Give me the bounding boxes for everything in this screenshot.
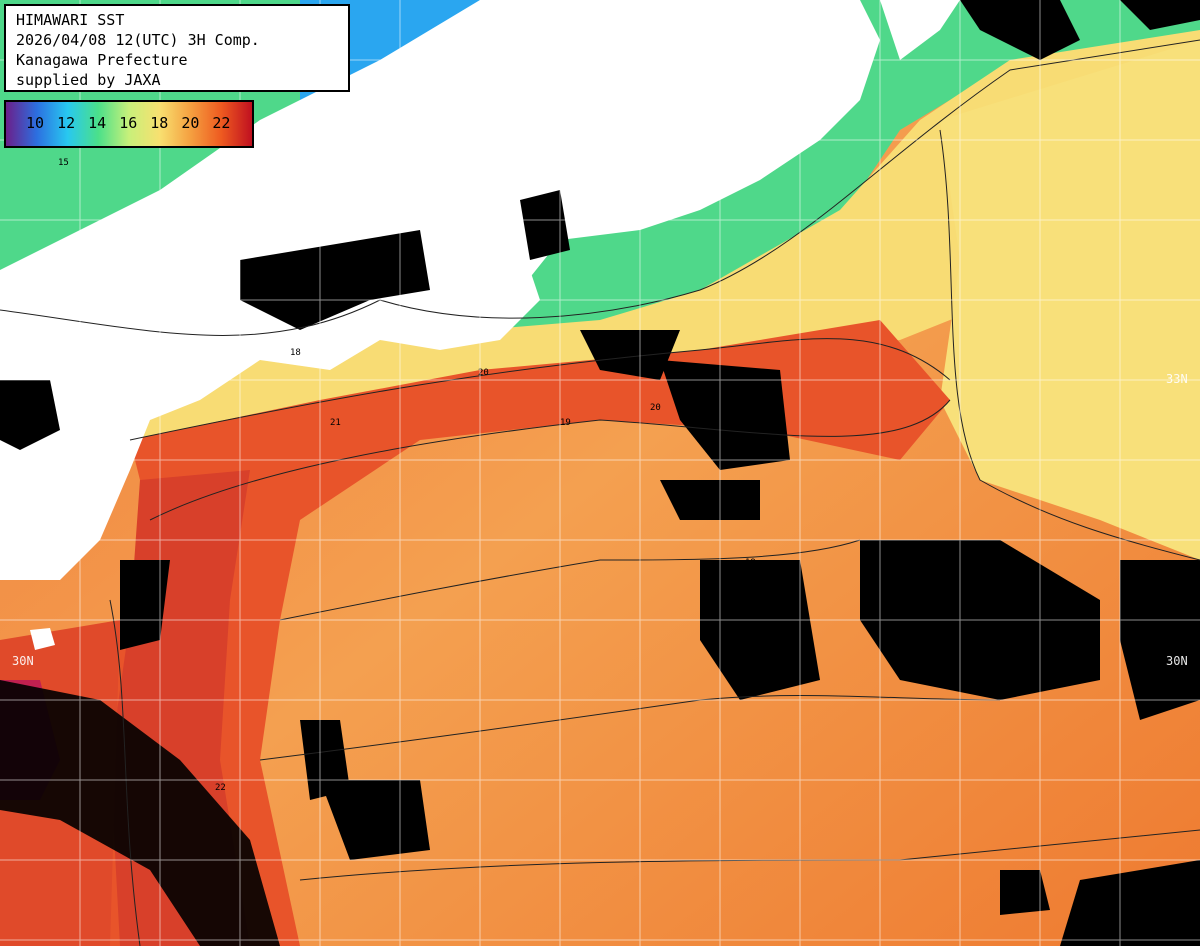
contour-label: 20 bbox=[650, 403, 661, 413]
contour-label: 20 bbox=[478, 368, 489, 378]
contour-labels: 15 18 19 19 20 20 21 22 bbox=[58, 158, 756, 793]
scale-label-22: 22 bbox=[212, 114, 231, 132]
scale-label-20: 20 bbox=[181, 114, 200, 132]
contour-label: 22 bbox=[215, 783, 226, 793]
contour-label: 19 bbox=[745, 558, 756, 568]
scale-label-10: 10 bbox=[26, 114, 45, 132]
info-panel: HIMAWARI SST 2026/04/08 12(UTC) 3H Comp.… bbox=[4, 4, 350, 92]
contour-label: 19 bbox=[560, 418, 571, 428]
color-scale-labels: 10 12 14 16 18 20 22 bbox=[26, 114, 252, 132]
info-datetime: 2026/04/08 12(UTC) 3H Comp. bbox=[16, 31, 260, 49]
info-title: HIMAWARI SST bbox=[16, 11, 125, 29]
info-region: Kanagawa Prefecture bbox=[16, 51, 188, 69]
scale-label-16: 16 bbox=[119, 114, 138, 132]
land-island-small bbox=[30, 628, 55, 650]
lon-label-136e: 136E bbox=[484, 7, 498, 36]
lat-label-30n-right: 30N bbox=[1166, 654, 1188, 668]
sst-color-scale: 10 12 14 16 18 20 22 bbox=[4, 100, 254, 148]
lat-label-30n-left: 30N bbox=[12, 654, 34, 668]
lat-label-33n: 33N bbox=[1166, 372, 1188, 386]
kuroshio-current bbox=[60, 320, 950, 946]
land-northeast bbox=[880, 0, 960, 60]
contour-label: 18 bbox=[290, 348, 301, 358]
contour-label: 21 bbox=[330, 418, 341, 428]
land-kii bbox=[380, 240, 540, 350]
scale-label-14: 14 bbox=[88, 114, 107, 132]
contour-label: 15 bbox=[58, 158, 69, 168]
scale-label-12: 12 bbox=[57, 114, 76, 132]
info-credit: supplied by JAXA bbox=[16, 71, 161, 89]
sst-contours bbox=[0, 39, 1200, 946]
scale-label-18: 18 bbox=[150, 114, 169, 132]
